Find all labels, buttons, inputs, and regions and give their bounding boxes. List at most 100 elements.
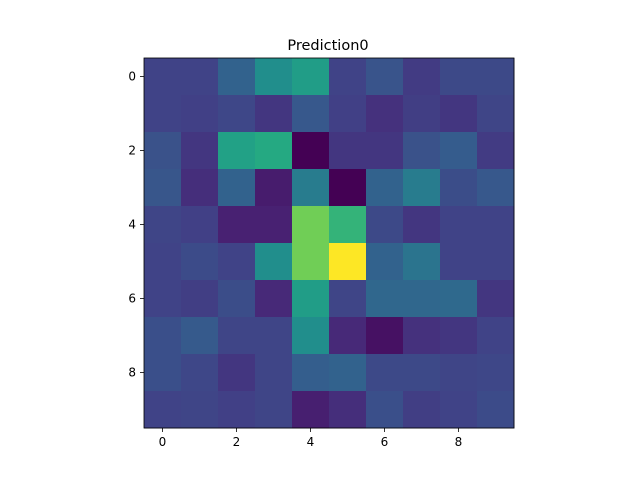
heatmap-cell-r8-c5 [329,354,367,392]
x-tick-label: 4 [307,435,315,449]
heatmap-cell-r3-c1 [181,169,219,207]
heatmap-cell-r1-c7 [403,95,441,133]
y-axis-ticks: 0 2 4 6 8 [128,70,144,380]
heatmap-cell-r4-c6 [366,206,404,244]
heatmap-cell-r0-c5 [329,58,367,96]
heatmap-cell-r6-c4 [292,280,330,318]
heatmap-cell-r7-c7 [403,317,441,355]
heatmap-cell-r5-c4 [292,243,330,281]
heatmap-cell-r2-c1 [181,132,219,170]
x-tick-label: 6 [381,435,389,449]
x-tick-label: 2 [233,435,241,449]
heatmap-cell-r3-c9 [477,169,515,207]
x-axis-ticks: 0 2 4 6 8 [159,428,463,449]
heatmap-cell-r2-c7 [403,132,441,170]
heatmap-cell-r5-c7 [403,243,441,281]
heatmap-cell-r9-c3 [255,391,293,429]
heatmap-cell-r4-c7 [403,206,441,244]
heatmap-cell-r3-c2 [218,169,256,207]
heatmap-cell-r1-c4 [292,95,330,133]
heatmap-cell-r8-c7 [403,354,441,392]
heatmap-cell-r5-c5 [329,243,367,281]
heatmap-cell-r6-c3 [255,280,293,318]
y-tick-label: 2 [128,144,136,158]
y-tick-label: 6 [128,292,136,306]
heatmap-cell-r8-c4 [292,354,330,392]
heatmap-cell-r4-c8 [440,206,478,244]
heatmap-cell-r3-c3 [255,169,293,207]
heatmap-cell-r5-c8 [440,243,478,281]
heatmap-cell-r8-c0 [144,354,182,392]
heatmap-cell-r1-c3 [255,95,293,133]
heatmap-cell-r9-c2 [218,391,256,429]
heatmap-cell-r3-c7 [403,169,441,207]
heatmap-cell-r0-c4 [292,58,330,96]
heatmap-cell-r0-c3 [255,58,293,96]
heatmap-cell-r4-c0 [144,206,182,244]
heatmap-cell-r0-c7 [403,58,441,96]
heatmap-cell-r7-c2 [218,317,256,355]
x-tick-label: 8 [455,435,463,449]
heatmap-cell-r3-c6 [366,169,404,207]
heatmap-cell-r4-c4 [292,206,330,244]
x-tick-label: 0 [159,435,167,449]
heatmap-cell-r9-c1 [181,391,219,429]
heatmap-cell-r6-c7 [403,280,441,318]
y-tick-label: 0 [128,70,136,84]
heatmap-cell-r5-c9 [477,243,515,281]
heatmap-cell-r0-c2 [218,58,256,96]
heatmap-cell-r9-c8 [440,391,478,429]
heatmap-cell-r0-c1 [181,58,219,96]
heatmap-cell-r6-c0 [144,280,182,318]
heatmap-cell-r1-c0 [144,95,182,133]
heatmap-cell-r9-c0 [144,391,182,429]
heatmap-cell-r3-c8 [440,169,478,207]
heatmap-cell-r2-c3 [255,132,293,170]
heatmap-cell-r6-c6 [366,280,404,318]
heatmap-cell-r2-c8 [440,132,478,170]
heatmap-cell-r7-c4 [292,317,330,355]
heatmap-cell-r0-c8 [440,58,478,96]
heatmap-cell-r7-c0 [144,317,182,355]
heatmap-cell-r2-c6 [366,132,404,170]
heatmap-cell-r7-c6 [366,317,404,355]
heatmap-cell-r2-c9 [477,132,515,170]
heatmap-cell-r0-c9 [477,58,515,96]
heatmap-cell-r1-c5 [329,95,367,133]
heatmap-cell-r1-c8 [440,95,478,133]
heatmap-cell-r7-c9 [477,317,515,355]
heatmap-cell-r2-c2 [218,132,256,170]
heatmap-cell-r8-c2 [218,354,256,392]
heatmap-cell-r2-c0 [144,132,182,170]
heatmap-cell-r6-c2 [218,280,256,318]
heatmap-cell-r5-c2 [218,243,256,281]
heatmap-cell-r7-c5 [329,317,367,355]
heatmap-cell-r5-c6 [366,243,404,281]
heatmap-cell-r6-c1 [181,280,219,318]
heatmap-cell-r7-c1 [181,317,219,355]
heatmap-cell-r9-c5 [329,391,367,429]
heatmap-cell-r8-c6 [366,354,404,392]
heatmap-cell-r5-c1 [181,243,219,281]
heatmap-cell-r0-c6 [366,58,404,96]
heatmap-cell-r1-c1 [181,95,219,133]
heatmap-cell-r0-c0 [144,58,182,96]
heatmap-cell-r6-c8 [440,280,478,318]
heatmap-cell-r4-c9 [477,206,515,244]
heatmap-cell-r4-c5 [329,206,367,244]
heatmap-cell-r3-c4 [292,169,330,207]
heatmap-cell-r2-c5 [329,132,367,170]
heatmap-cell-r9-c4 [292,391,330,429]
heatmap-cell-r4-c2 [218,206,256,244]
heatmap-cell-r1-c2 [218,95,256,133]
chart-title: Prediction0 [287,38,368,54]
heatmap-cell-r3-c5 [329,169,367,207]
heatmap-cell-r9-c9 [477,391,515,429]
y-tick-label: 4 [128,218,136,232]
heatmap-cell-r8-c8 [440,354,478,392]
heatmap-cell-r3-c0 [144,169,182,207]
heatmap-cell-r4-c3 [255,206,293,244]
heatmap-cell-r5-c3 [255,243,293,281]
heatmap-cell-r4-c1 [181,206,219,244]
